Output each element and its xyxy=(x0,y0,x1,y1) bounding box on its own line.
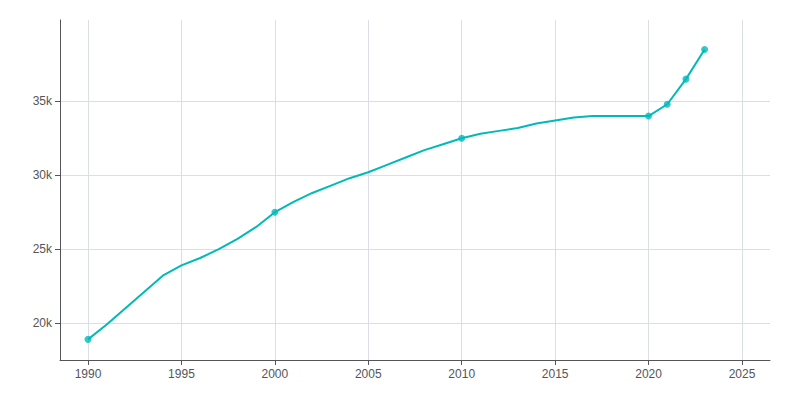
svg-text:30k: 30k xyxy=(33,168,53,182)
svg-text:2000: 2000 xyxy=(262,367,289,381)
svg-text:2005: 2005 xyxy=(355,367,382,381)
svg-text:20k: 20k xyxy=(33,316,53,330)
svg-text:1995: 1995 xyxy=(168,367,195,381)
svg-text:25k: 25k xyxy=(33,242,53,256)
svg-text:2020: 2020 xyxy=(635,367,662,381)
svg-text:2015: 2015 xyxy=(542,367,569,381)
svg-text:1990: 1990 xyxy=(75,367,102,381)
svg-text:2010: 2010 xyxy=(448,367,475,381)
svg-text:35k: 35k xyxy=(33,94,53,108)
svg-text:2025: 2025 xyxy=(729,367,756,381)
